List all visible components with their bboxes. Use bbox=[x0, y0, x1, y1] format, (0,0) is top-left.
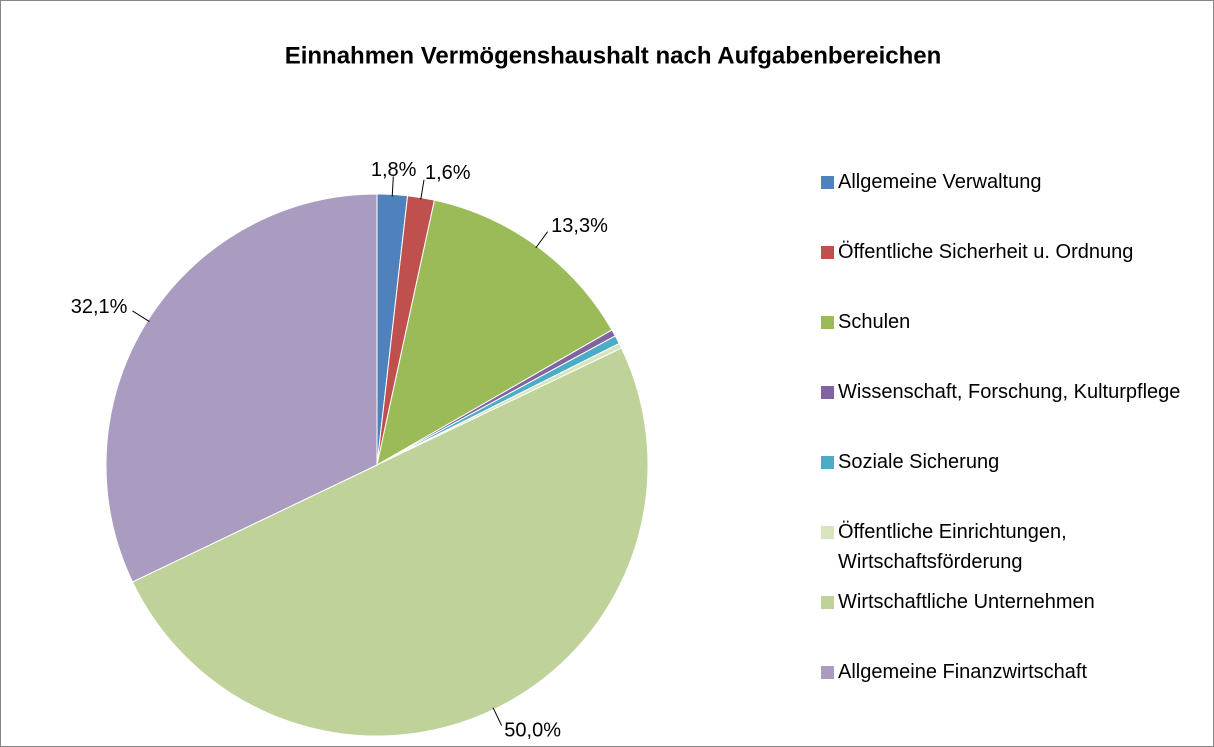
legend-swatch bbox=[821, 246, 834, 259]
legend-swatch bbox=[821, 526, 834, 539]
legend-entry: Öffentliche Sicherheit u. Ordnung bbox=[821, 237, 1191, 267]
legend-swatch bbox=[821, 176, 834, 189]
leader-line bbox=[132, 310, 150, 322]
legend-label: Allgemeine Verwaltung bbox=[838, 171, 1042, 193]
legend-entry: Wirtschaftliche Unternehmen bbox=[821, 587, 1191, 617]
legend-entry: Schulen bbox=[821, 307, 1191, 337]
legend-label: Soziale Sicherung bbox=[838, 451, 1000, 473]
data-label: 1,8% bbox=[371, 159, 417, 181]
legend-entry: Soziale Sicherung bbox=[821, 447, 1191, 477]
leader-line bbox=[420, 179, 425, 200]
data-label: 32,1% bbox=[71, 296, 128, 318]
legend-swatch bbox=[821, 596, 834, 609]
legend-swatch bbox=[821, 456, 834, 469]
legend-label: Allgemeine Finanzwirtschaft bbox=[838, 661, 1087, 683]
legend-label: Öffentliche Einrichtungen, Wirtschaftsfö… bbox=[838, 521, 1067, 573]
legend-swatch bbox=[821, 316, 834, 329]
legend-swatch bbox=[821, 386, 834, 399]
chart-title: Einnahmen Vermögenshaushalt nach Aufgabe… bbox=[285, 42, 942, 69]
leader-line bbox=[391, 176, 394, 197]
legend-entry: Allgemeine Verwaltung bbox=[821, 167, 1191, 197]
legend-entry: Allgemeine Finanzwirtschaft bbox=[821, 657, 1191, 687]
data-label: 50,0% bbox=[504, 719, 561, 741]
legend-entry: Öffentliche Einrichtungen, Wirtschaftsfö… bbox=[821, 517, 1191, 577]
legend-label: Öffentliche Sicherheit u. Ordnung bbox=[838, 241, 1134, 263]
legend-entry: Wissenschaft, Forschung, Kulturpflege bbox=[821, 377, 1191, 407]
legend-swatch bbox=[821, 666, 834, 679]
legend-label: Wirtschaftliche Unternehmen bbox=[838, 591, 1095, 613]
leader-line bbox=[535, 231, 549, 249]
data-label: 13,3% bbox=[551, 215, 608, 237]
legend-label: Schulen bbox=[838, 311, 911, 333]
leader-line bbox=[492, 707, 503, 726]
legend-label: Wissenschaft, Forschung, Kulturpflege bbox=[838, 381, 1181, 403]
data-label: 1,6% bbox=[425, 162, 471, 184]
